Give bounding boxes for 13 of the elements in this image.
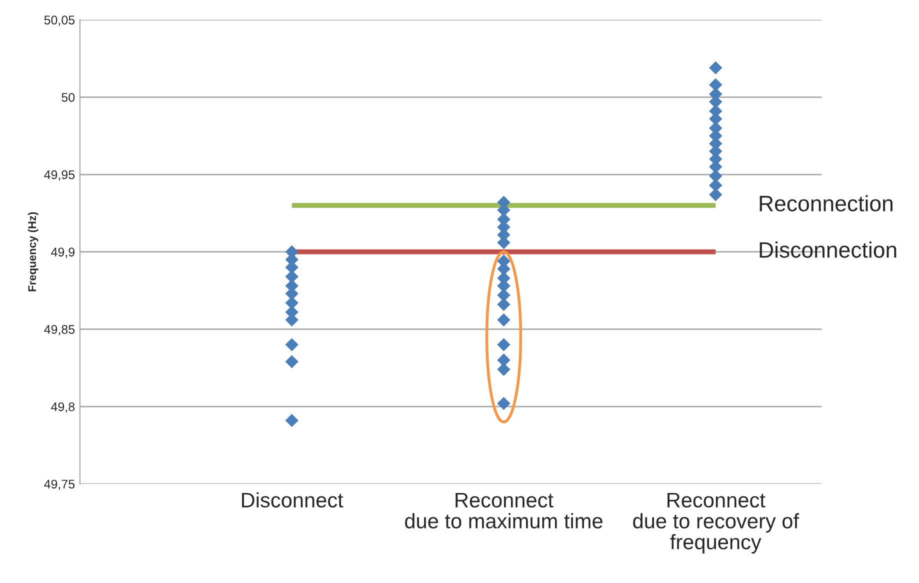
y-axis-title: Frequency (Hz) bbox=[28, 212, 38, 292]
ref-line-label: Disconnection bbox=[760, 242, 896, 258]
y-tick-label: 49,8 bbox=[51, 402, 75, 413]
y-tick-label: 50 bbox=[62, 92, 75, 102]
y-tick-label: 49,75 bbox=[44, 480, 75, 490]
ref-line-label: Reconnection bbox=[760, 195, 892, 212]
y-tick-label: 49,85 bbox=[44, 325, 75, 336]
x-tick-label: Disconnect bbox=[242, 492, 344, 508]
y-tick-label: 49,9 bbox=[51, 248, 74, 258]
x-tick-label: Reconnect due to recovery of frequency bbox=[633, 492, 800, 554]
y-tick-label: 50,05 bbox=[44, 16, 75, 26]
x-tick-label: Reconnect due to maximum time bbox=[405, 492, 602, 528]
y-tick-label: 49,95 bbox=[44, 170, 75, 181]
